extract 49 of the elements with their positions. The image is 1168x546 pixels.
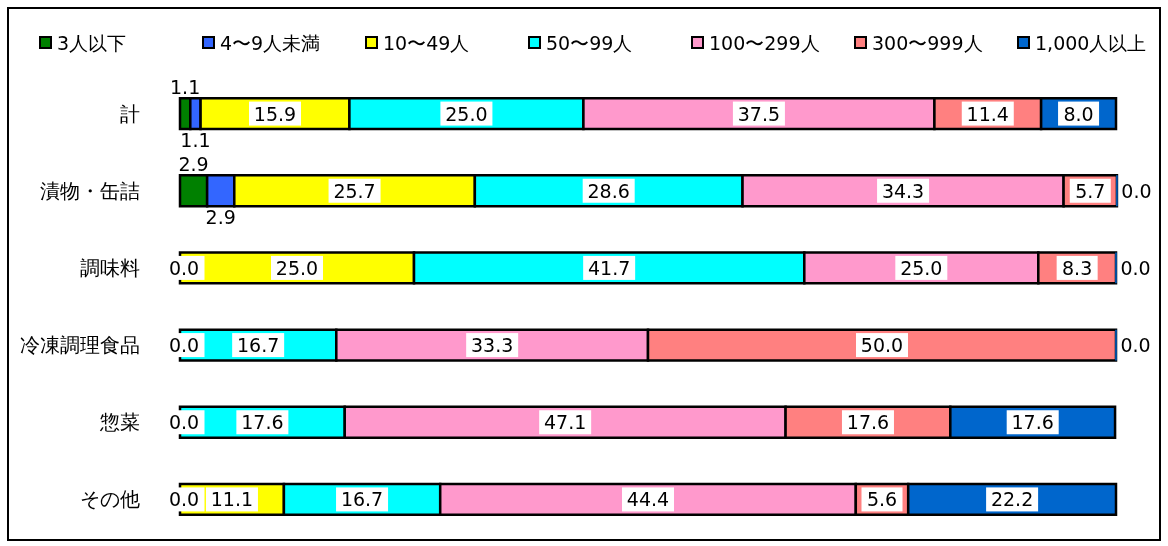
legend-label: 50〜99人	[546, 32, 633, 54]
y-tick-label: 計	[120, 101, 140, 126]
data-label: 33.3	[471, 334, 514, 357]
y-tick-label: 漬物・缶詰	[40, 178, 140, 203]
data-label: 28.6	[587, 179, 630, 202]
data-label: 0.0	[168, 334, 200, 357]
data-label: 2.9	[205, 206, 236, 229]
data-label: 37.5	[737, 102, 781, 125]
data-label: 17.6	[241, 411, 284, 434]
data-label: 34.3	[881, 179, 925, 202]
data-label: 0.0	[168, 488, 200, 511]
data-label: 11.4	[966, 102, 1009, 125]
data-label: 17.6	[1011, 411, 1054, 434]
legend-label: 300〜999人	[872, 32, 983, 54]
data-label: 5.7	[1075, 179, 1106, 202]
data-label: 22.2	[990, 488, 1034, 511]
data-label: 17.6	[846, 411, 890, 434]
data-label: 25.0	[445, 102, 488, 125]
data-label: 16.7	[340, 488, 384, 511]
data-label: 1.1	[180, 129, 211, 152]
data-label: 5.6	[866, 488, 898, 511]
legend-label: 4〜9人未満	[220, 32, 321, 54]
data-label: 15.9	[253, 102, 297, 125]
y-tick-label: その他	[80, 487, 140, 512]
data-label: 41.7	[588, 256, 631, 279]
y-tick-label: 惣菜	[99, 410, 140, 435]
data-label: 1.1	[170, 76, 201, 99]
data-label: 8.3	[1062, 256, 1093, 279]
data-label: 0.0	[168, 256, 200, 279]
data-label: 8.0	[1063, 102, 1094, 125]
data-label: 25.7	[333, 179, 376, 202]
data-label: 0.0	[1120, 334, 1151, 357]
data-label: 47.1	[544, 411, 587, 434]
legend-label: 3人以下	[57, 32, 127, 54]
y-tick-label: 調味料	[80, 255, 140, 280]
data-label: 2.9	[178, 153, 209, 176]
data-label: 0.0	[1121, 179, 1152, 202]
y-tick-label: 冷凍調理食品	[20, 333, 140, 358]
data-label: 0.0	[1120, 256, 1151, 279]
data-label: 11.1	[210, 488, 254, 511]
data-label: 16.7	[237, 334, 280, 357]
legend-label: 1,000人以上	[1035, 32, 1147, 54]
data-label: 25.0	[900, 256, 943, 279]
data-label: 25.0	[275, 256, 319, 279]
data-label: 0.0	[168, 411, 200, 434]
data-label: 50.0	[860, 334, 904, 357]
legend-label: 10〜49人	[383, 32, 470, 54]
legend-label: 100〜299人	[709, 32, 820, 54]
data-label: 44.4	[626, 488, 670, 511]
